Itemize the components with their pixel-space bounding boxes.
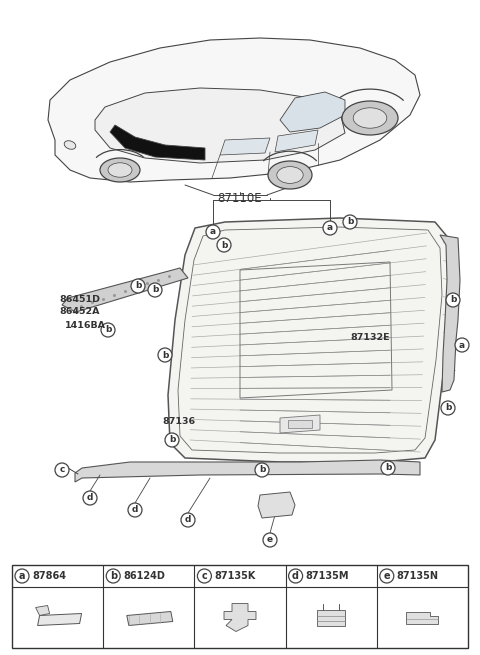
- Text: 86451D: 86451D: [59, 295, 100, 305]
- Circle shape: [206, 225, 220, 239]
- Polygon shape: [168, 218, 452, 462]
- Circle shape: [455, 338, 469, 352]
- Circle shape: [217, 238, 231, 252]
- Circle shape: [197, 569, 211, 583]
- Circle shape: [181, 513, 195, 527]
- Text: d: d: [292, 571, 299, 581]
- Text: b: b: [152, 286, 158, 295]
- Circle shape: [343, 215, 357, 229]
- Polygon shape: [75, 460, 420, 482]
- Circle shape: [323, 221, 337, 235]
- Circle shape: [15, 569, 29, 583]
- Text: b: b: [450, 295, 456, 305]
- Circle shape: [255, 463, 269, 477]
- Text: a: a: [459, 341, 465, 350]
- Polygon shape: [258, 492, 295, 518]
- Polygon shape: [36, 605, 49, 616]
- Text: b: b: [385, 464, 391, 472]
- Circle shape: [446, 293, 460, 307]
- Circle shape: [158, 348, 172, 362]
- Circle shape: [381, 461, 395, 475]
- Text: b: b: [135, 282, 141, 291]
- Polygon shape: [220, 138, 270, 155]
- Ellipse shape: [108, 163, 132, 178]
- Polygon shape: [48, 38, 420, 182]
- Text: 87135M: 87135M: [306, 571, 349, 581]
- Polygon shape: [317, 610, 345, 626]
- Ellipse shape: [268, 161, 312, 189]
- Polygon shape: [224, 603, 256, 631]
- Text: 87135N: 87135N: [397, 571, 439, 581]
- Text: b: b: [347, 217, 353, 227]
- Text: a: a: [19, 571, 25, 581]
- Ellipse shape: [277, 166, 303, 183]
- Text: 87132E: 87132E: [350, 333, 390, 343]
- Circle shape: [441, 401, 455, 415]
- Text: a: a: [210, 227, 216, 236]
- Text: a: a: [327, 223, 333, 233]
- Text: d: d: [132, 506, 138, 514]
- Polygon shape: [280, 415, 320, 433]
- Polygon shape: [127, 612, 173, 626]
- Text: e: e: [267, 536, 273, 544]
- Text: d: d: [87, 493, 93, 502]
- Text: e: e: [384, 571, 390, 581]
- Text: d: d: [185, 515, 191, 525]
- Polygon shape: [407, 612, 438, 624]
- Text: b: b: [162, 350, 168, 360]
- Ellipse shape: [353, 108, 387, 128]
- Bar: [12, 565, 468, 648]
- Circle shape: [83, 491, 97, 505]
- Bar: [288, 420, 312, 428]
- Circle shape: [263, 533, 277, 547]
- Text: 1416BA: 1416BA: [65, 322, 106, 331]
- Text: 86124D: 86124D: [123, 571, 165, 581]
- Polygon shape: [440, 235, 460, 392]
- Text: b: b: [445, 403, 451, 413]
- Circle shape: [55, 463, 69, 477]
- Circle shape: [288, 569, 302, 583]
- Text: b: b: [259, 466, 265, 474]
- Circle shape: [131, 279, 145, 293]
- Text: b: b: [105, 326, 111, 335]
- Text: 87136: 87136: [162, 417, 195, 426]
- Polygon shape: [95, 88, 345, 163]
- Polygon shape: [280, 92, 345, 132]
- Ellipse shape: [100, 158, 140, 182]
- Polygon shape: [110, 125, 205, 160]
- Text: b: b: [109, 571, 117, 581]
- Text: 87135K: 87135K: [215, 571, 256, 581]
- Polygon shape: [37, 614, 82, 626]
- Text: 87864: 87864: [32, 571, 66, 581]
- Polygon shape: [62, 268, 188, 312]
- Text: c: c: [202, 571, 207, 581]
- Ellipse shape: [64, 141, 76, 149]
- Text: b: b: [221, 240, 227, 250]
- Polygon shape: [275, 130, 318, 152]
- Circle shape: [128, 503, 142, 517]
- Circle shape: [101, 323, 115, 337]
- Circle shape: [380, 569, 394, 583]
- Circle shape: [165, 433, 179, 447]
- Circle shape: [106, 569, 120, 583]
- Text: b: b: [169, 436, 175, 445]
- Text: c: c: [60, 466, 65, 474]
- Text: 87110E: 87110E: [218, 191, 262, 204]
- Ellipse shape: [342, 101, 398, 135]
- Circle shape: [148, 283, 162, 297]
- Text: 86452A: 86452A: [60, 307, 100, 316]
